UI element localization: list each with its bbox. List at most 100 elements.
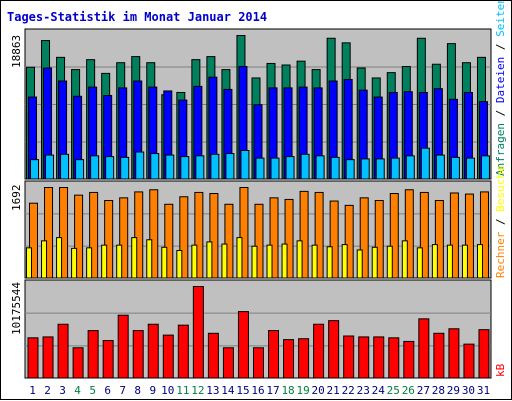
bar-kb (147, 323, 159, 379)
bar-rechner (311, 244, 318, 279)
bar-seiten (420, 147, 430, 180)
bar-besuche (254, 203, 264, 279)
legend-kb: kB (494, 363, 507, 377)
bar-kb (463, 343, 475, 379)
bar-kb (388, 337, 400, 379)
bar-besuche (59, 187, 69, 279)
legend-visits-item-1: / (494, 212, 507, 232)
bar-besuche (239, 187, 249, 279)
bar-besuche (224, 203, 234, 279)
bar-rechner (386, 245, 393, 279)
bar-kb (87, 330, 99, 379)
bar-besuche (389, 193, 399, 279)
bar-rechner (116, 244, 123, 279)
bar-rechner (476, 244, 483, 279)
bar-besuche (419, 191, 429, 279)
bar-besuche (434, 200, 444, 279)
bar-besuche (149, 189, 159, 279)
bar-rechner (236, 237, 243, 279)
bar-rechner (371, 246, 378, 279)
legend-requests: Anfragen / Dateien / Seiten (494, 1, 507, 176)
bar-seiten (240, 149, 250, 180)
bar-kb (207, 332, 219, 379)
bar-seiten (105, 156, 115, 180)
bar-besuche (119, 197, 129, 279)
bar-besuche (329, 200, 339, 279)
bar-seiten (120, 156, 130, 180)
bar-besuche (74, 194, 84, 279)
y-max-label-visits: 1692 (10, 185, 23, 212)
bar-kb (418, 318, 430, 379)
bar-kb (132, 330, 144, 379)
bar-rechner (461, 244, 468, 279)
bar-seiten (225, 153, 235, 180)
bar-besuche (89, 191, 99, 279)
bar-seiten (180, 156, 190, 180)
bar-besuche (209, 193, 219, 279)
bar-rechner (206, 241, 213, 279)
day-label: 24 (372, 384, 386, 397)
bar-rechner (26, 247, 32, 279)
day-label: 4 (74, 384, 81, 397)
bar-rechner (71, 247, 78, 279)
bar-rechner (401, 240, 408, 279)
bar-kb (373, 336, 385, 379)
bar-seiten (360, 158, 370, 180)
bar-seiten (75, 159, 85, 180)
day-label: 27 (417, 384, 430, 397)
bar-seiten (210, 153, 220, 180)
bar-seiten (450, 156, 460, 180)
bar-rechner (251, 245, 258, 279)
bar-rechner (41, 240, 48, 279)
y-max-label-kb: 10175544 (10, 282, 23, 335)
bar-seiten (165, 154, 175, 180)
bar-kb (358, 336, 370, 379)
bar-seiten (270, 157, 280, 180)
day-label: 25 (387, 384, 400, 397)
bar-seiten (195, 155, 205, 180)
bar-rechner (191, 244, 198, 279)
day-label: 21 (327, 384, 340, 397)
bar-besuche (284, 198, 294, 279)
bar-rechner (416, 247, 423, 279)
bar-kb (72, 347, 84, 379)
bar-rechner (356, 249, 363, 279)
bar-seiten (375, 158, 385, 180)
bar-seiten (465, 157, 475, 180)
day-label: 31 (477, 384, 490, 397)
bar-seiten (315, 155, 325, 180)
bar-kb (252, 347, 264, 379)
bar-besuche (314, 191, 324, 279)
day-label: 13 (206, 384, 219, 397)
day-label: 5 (89, 384, 96, 397)
day-label: 20 (312, 384, 325, 397)
bar-rechner (266, 244, 273, 279)
day-label: 18 (281, 384, 294, 397)
bar-kb (403, 340, 415, 379)
bar-rechner (101, 244, 108, 279)
bar-seiten (390, 157, 400, 180)
day-label: 30 (462, 384, 475, 397)
bar-rechner (446, 244, 453, 279)
day-label: 10 (161, 384, 174, 397)
bar-besuche (134, 191, 144, 279)
bar-seiten (300, 153, 310, 180)
bar-kb (283, 339, 295, 379)
bar-seiten (30, 159, 39, 180)
bar-kb (237, 311, 249, 379)
bar-rechner (326, 246, 333, 279)
bar-besuche (179, 196, 189, 279)
bar-rechner (176, 250, 183, 279)
legend-visits-item-2: Besuche (494, 165, 507, 211)
day-label: 15 (236, 384, 249, 397)
bar-kb (268, 330, 280, 379)
day-label: 19 (296, 384, 309, 397)
day-label: 2 (44, 384, 51, 397)
legend-visits: Rechner / Besuche (494, 165, 507, 278)
legend-requests-item-4: Seiten (494, 1, 507, 37)
day-label: 11 (176, 384, 189, 397)
bar-kb (448, 328, 460, 379)
bar-besuche (344, 204, 354, 279)
bar-kb (177, 324, 189, 379)
